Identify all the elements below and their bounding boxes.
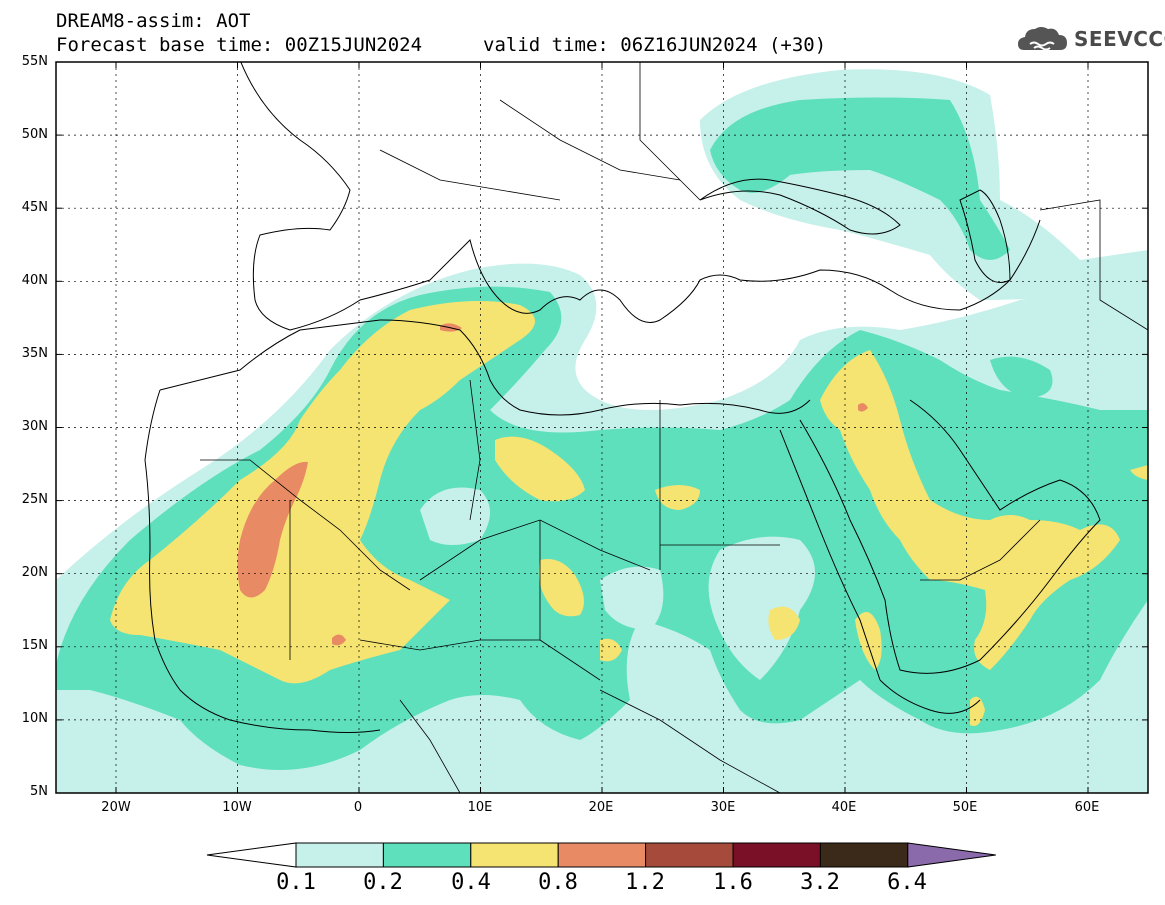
colorbar-label: 1.6 [713, 870, 753, 895]
colorbar-under-arrow [206, 842, 297, 868]
aot-contour-0.4 [538, 559, 584, 617]
aot-clear-area [420, 487, 490, 545]
coastline-africa-west [144, 389, 381, 733]
colorbar-label: 1.2 [625, 870, 665, 895]
lon-label: 0 [353, 800, 363, 815]
lat-label: 5N [30, 784, 48, 799]
aot-contour-0.4 [970, 696, 985, 726]
lon-label: 10W [222, 800, 252, 815]
aot-clear-area [708, 536, 815, 680]
coastline-horn-of-africa [879, 679, 981, 714]
coastline-africa-north [159, 319, 811, 416]
aot-contour-0.8 [858, 403, 868, 412]
border [469, 379, 481, 521]
lat-label: 20N [21, 565, 48, 580]
lon-label: 20W [101, 800, 131, 815]
lon-label: 10E [467, 800, 493, 815]
coastline-arabia [799, 399, 1101, 674]
country-borders [200, 62, 1148, 793]
lat-label: 35N [21, 346, 48, 361]
coastline-caspian [959, 189, 1011, 283]
coastline-black-sea [699, 178, 901, 235]
colorbar-over-arrow [907, 842, 996, 868]
border [599, 689, 781, 793]
aot-contour-0.8 [332, 634, 346, 646]
lat-label: 45N [21, 200, 48, 215]
lat-label: 50N [21, 127, 48, 142]
colorbar-label: 0.1 [276, 870, 316, 895]
lon-label: 40E [831, 800, 857, 815]
aot-clear-area [600, 566, 664, 630]
lon-label: 30E [710, 800, 736, 815]
aot-colorbar [206, 842, 996, 868]
lon-label: 60E [1074, 800, 1100, 815]
coastline-europe [240, 62, 1041, 331]
aot-contour-0.4 [600, 638, 622, 662]
coastline-red-sea [779, 429, 881, 681]
lon-label: 20E [588, 800, 614, 815]
cloud-icon [1018, 27, 1067, 51]
colorbar-swatch [645, 842, 734, 868]
colorbar-swatch [557, 842, 647, 868]
lon-label: 50E [952, 800, 978, 815]
border [379, 149, 561, 201]
seevccc-logo: SEEVCCC [1016, 22, 1165, 58]
colorbar-label: 3.2 [800, 870, 840, 895]
border [359, 639, 540, 651]
colorbar-swatch [382, 842, 472, 868]
lat-label: 55N [21, 54, 48, 69]
border [920, 519, 1041, 581]
lat-label: 30N [21, 419, 48, 434]
logo-text: SEEVCCC [1074, 27, 1165, 51]
axis-ticks [56, 61, 1148, 794]
border [200, 459, 411, 591]
aot-contour-0.4 [820, 350, 1120, 670]
map-title: DREAM8-assim: AOT [56, 10, 251, 32]
border [1039, 199, 1148, 331]
border [499, 99, 681, 181]
aot-contour-0.8 [237, 461, 308, 598]
colorbar-swatch [732, 842, 821, 868]
aot-contour-0.4 [768, 606, 800, 640]
aot-contour-0.2 [710, 97, 1010, 260]
colorbar-swatch [470, 842, 559, 868]
valid-time: valid time: 06Z16JUN2024 (+30) [483, 34, 827, 56]
aot-contour-0.2 [990, 356, 1053, 398]
graticule [56, 62, 1148, 793]
colorbar-label: 0.2 [363, 870, 403, 895]
aot-contour-0.4 [655, 485, 700, 510]
colorbar-swatch [295, 842, 384, 868]
colorbar-swatch [819, 842, 909, 868]
lat-label: 40N [21, 273, 48, 288]
aot-contour-0.4 [495, 436, 585, 502]
lat-label: 10N [21, 711, 48, 726]
forecast-base-time: Forecast base time: 00Z15JUN2024 [56, 34, 423, 56]
aot-contour-0.4 [1130, 465, 1148, 480]
aot-contour-0.4 [110, 301, 535, 684]
border [399, 699, 461, 793]
lat-label: 15N [21, 638, 48, 653]
colorbar-label: 0.4 [451, 870, 491, 895]
lat-label: 25N [21, 492, 48, 507]
coastlines [144, 62, 1101, 733]
colorbar-label: 6.4 [887, 870, 927, 895]
colorbar-label: 0.8 [538, 870, 578, 895]
